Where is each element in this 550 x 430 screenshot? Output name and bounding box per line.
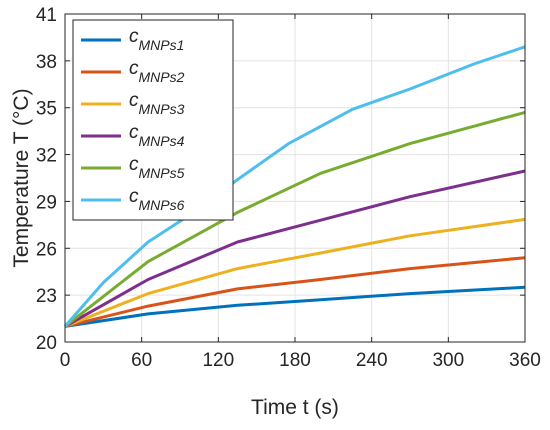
- x-tick-label: 180: [279, 350, 311, 371]
- series-lines: [63, 45, 526, 328]
- x-tick-label: 60: [131, 350, 152, 371]
- y-tick-label: 23: [36, 286, 57, 307]
- x-tick-label: 120: [202, 350, 234, 371]
- y-tick-label: 20: [36, 333, 57, 354]
- y-axis-ticks: 20 23 26 29 32 35 38 41: [36, 5, 525, 354]
- series-line-4: [64, 169, 526, 328]
- y-tick-label: 41: [36, 5, 57, 26]
- legend-box: [72, 19, 234, 221]
- series-line-2: [64, 256, 526, 328]
- x-tick-label: 0: [60, 350, 71, 371]
- x-tick-label: 300: [432, 350, 464, 371]
- x-axis-label: Time t (s): [251, 396, 339, 419]
- y-tick-label: 35: [36, 99, 57, 120]
- series-line-3: [64, 217, 526, 328]
- x-axis-ticks: 0 60 120 180 240 300 360: [60, 14, 541, 371]
- series-line-6: [63, 45, 526, 328]
- series-line-5: [64, 110, 526, 328]
- y-axis-label: Temperature T (°C): [10, 88, 33, 267]
- x-tick-label: 360: [509, 350, 541, 371]
- series-line-1: [64, 285, 526, 328]
- y-tick-label: 26: [36, 239, 57, 260]
- y-tick-label: 38: [36, 52, 57, 73]
- x-tick-label: 240: [356, 350, 388, 371]
- y-tick-label: 29: [36, 192, 57, 213]
- y-tick-label: 32: [36, 146, 57, 167]
